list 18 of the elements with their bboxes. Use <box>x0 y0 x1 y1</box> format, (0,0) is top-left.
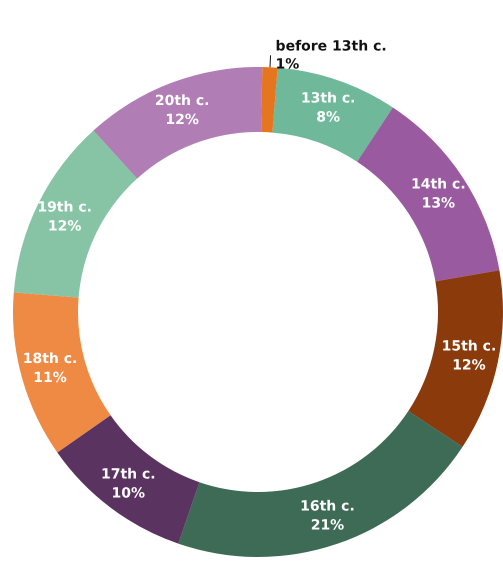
data-label: 10% <box>112 486 146 502</box>
data-label: 12% <box>48 218 82 234</box>
slice-label: 18th c. <box>22 351 78 367</box>
slice-label: 16th c. <box>300 498 355 515</box>
data-label: 13% <box>422 196 456 212</box>
slice-label: before 13th c. <box>276 38 387 54</box>
slice-label: 15th c. <box>442 338 496 355</box>
slice-label: 14th c. <box>411 176 466 192</box>
data-label: 12% <box>165 112 199 128</box>
data-label: 1% <box>276 56 300 72</box>
data-label: 8% <box>316 110 340 126</box>
data-label: 11% <box>33 370 67 386</box>
slice-label: 19th c. <box>37 199 92 216</box>
slice-label: 13th c. <box>300 90 356 107</box>
slice-label: 20th c. <box>154 92 210 109</box>
data-label: 21% <box>310 518 344 534</box>
slice-label: 17th c. <box>100 466 156 483</box>
data-label: 12% <box>452 358 486 374</box>
